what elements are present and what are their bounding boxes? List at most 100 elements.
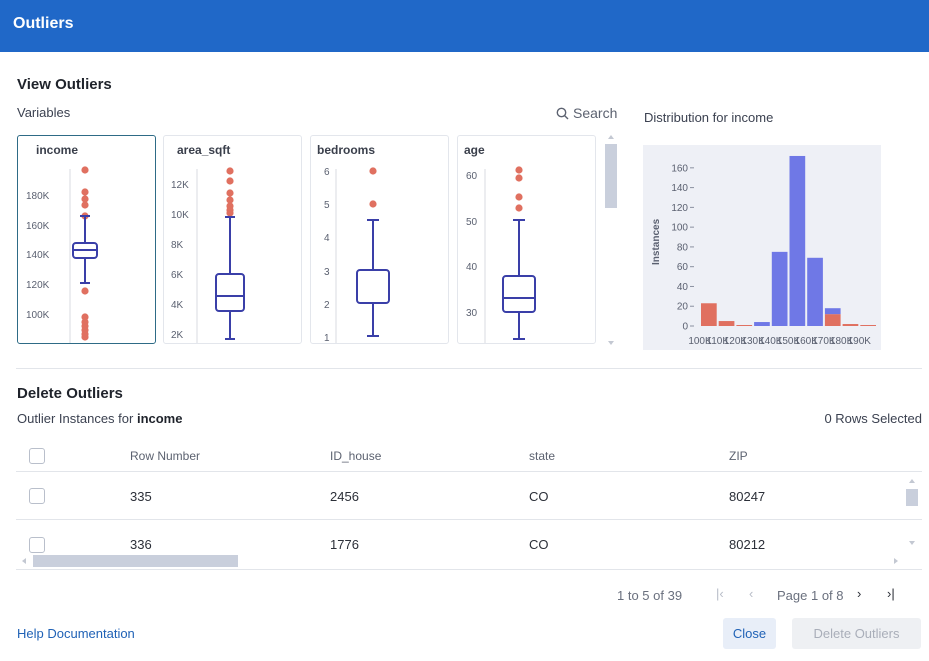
tick-label: 6K bbox=[171, 270, 184, 281]
cell-row-number: 335 bbox=[130, 489, 152, 504]
pagination-range: 1 to 5 of 39 bbox=[617, 588, 683, 603]
select-all-checkbox[interactable] bbox=[29, 448, 45, 464]
cell-id-house: 1776 bbox=[330, 537, 359, 552]
row-checkbox[interactable] bbox=[29, 488, 45, 504]
histogram-y-tick-label: 20 bbox=[677, 302, 689, 313]
box-and-whiskers bbox=[356, 219, 390, 337]
tick-label: 60 bbox=[466, 171, 478, 182]
cell-zip: 80247 bbox=[729, 489, 766, 504]
tick-label: 180K bbox=[26, 191, 50, 202]
help-documentation-link[interactable]: Help Documentation bbox=[17, 626, 135, 641]
histogram-bar bbox=[771, 251, 788, 326]
scroll-right-icon bbox=[894, 558, 898, 564]
age-boxplot: 60 50 40 30 bbox=[466, 166, 536, 343]
rows-selected-count: 0 Rows Selected bbox=[824, 411, 922, 426]
histogram-y-axis-label: Instances bbox=[651, 218, 662, 265]
histogram-y-tick-label: 100 bbox=[671, 223, 688, 234]
dialog-header: Outliers bbox=[0, 0, 929, 52]
histogram-x-tick-label: 170K bbox=[812, 336, 836, 347]
income-histogram: Instances 0 20 40 60 80 100 120 140 160 100K 110K… bbox=[643, 145, 881, 350]
column-header-id-house[interactable]: ID_house bbox=[330, 449, 382, 463]
tick-label: 1 bbox=[324, 333, 330, 344]
tick-label: 2 bbox=[324, 300, 330, 311]
cell-row-number: 336 bbox=[130, 537, 152, 552]
outlier-points bbox=[515, 166, 523, 212]
tick-label: 50 bbox=[466, 217, 478, 228]
header-divider bbox=[16, 471, 922, 472]
pagination-page: Page 1 of 8 bbox=[777, 588, 844, 603]
column-header-zip[interactable]: ZIP bbox=[729, 449, 748, 463]
cell-state: CO bbox=[529, 489, 549, 504]
variable-card-title: area_sqft bbox=[177, 143, 231, 157]
table-bottom-border bbox=[16, 569, 922, 570]
search-label: Search bbox=[573, 105, 618, 121]
tick-label: 100K bbox=[26, 310, 50, 321]
histogram-bar bbox=[718, 321, 735, 326]
tick-label: 2K bbox=[171, 330, 184, 341]
table-vertical-scrollbar[interactable] bbox=[905, 476, 919, 548]
dialog-title: Outliers bbox=[13, 15, 74, 32]
row-checkbox[interactable] bbox=[29, 537, 45, 553]
outlier-instances-variable: income bbox=[136, 411, 183, 426]
histogram-x-tick-label: 130K bbox=[741, 336, 765, 347]
histogram-y-tick-label: 80 bbox=[677, 242, 689, 253]
last-page-icon[interactable]: ›| bbox=[887, 586, 895, 601]
histogram-bar bbox=[789, 155, 806, 326]
histogram-y-ticks: 0 20 40 60 80 100 120 140 160 bbox=[671, 163, 694, 333]
scroll-left-icon bbox=[22, 558, 26, 564]
tick-label: 10K bbox=[171, 210, 189, 221]
tick-label: 6 bbox=[324, 167, 330, 178]
variable-card-area-sqft[interactable]: area_sqft 12K 10K 8K 6K 4K 2K bbox=[163, 135, 302, 344]
tick-label: 12K bbox=[171, 180, 189, 191]
cell-state: CO bbox=[529, 537, 549, 552]
tick-label: 30 bbox=[466, 308, 478, 319]
scrollbar-thumb bbox=[906, 489, 918, 506]
first-page-icon[interactable]: |‹ bbox=[716, 586, 724, 601]
histogram-y-tick-label: 40 bbox=[677, 282, 689, 293]
variable-card-age[interactable]: age 60 50 40 30 bbox=[457, 135, 596, 344]
histogram-bar bbox=[824, 308, 841, 315]
scroll-up-icon bbox=[608, 135, 614, 139]
tick-label: 4K bbox=[171, 300, 184, 311]
tick-label: 160K bbox=[26, 221, 50, 232]
search-button[interactable]: Search bbox=[556, 105, 617, 121]
previous-page-icon[interactable]: ‹ bbox=[749, 586, 754, 601]
outlier-points bbox=[226, 167, 234, 217]
delete-outliers-button[interactable]: Delete Outliers bbox=[792, 618, 921, 649]
table-horizontal-scrollbar[interactable] bbox=[16, 554, 906, 568]
histogram-x-tick-label: 160K bbox=[795, 336, 819, 347]
column-header-state[interactable]: state bbox=[529, 449, 556, 463]
area-sqft-boxplot: 12K 10K 8K 6K 4K 2K bbox=[171, 167, 245, 343]
view-outliers-title: View Outliers bbox=[17, 76, 112, 93]
next-page-icon[interactable]: › bbox=[857, 586, 862, 601]
variables-label: Variables bbox=[17, 105, 71, 120]
scrollbar-thumb bbox=[33, 555, 238, 567]
income-boxplot: 180K 160K 140K 120K 100K bbox=[26, 166, 98, 343]
variable-card-bedrooms[interactable]: bedrooms 6 5 4 3 2 1 bbox=[310, 135, 449, 344]
histogram-y-tick-label: 120 bbox=[671, 203, 688, 214]
bedrooms-boxplot: 6 5 4 3 2 1 bbox=[324, 167, 390, 344]
histogram-y-tick-label: 0 bbox=[682, 322, 688, 333]
tick-label: 3 bbox=[324, 267, 330, 278]
histogram-y-tick-label: 60 bbox=[677, 262, 689, 273]
tick-label: 4 bbox=[324, 233, 330, 244]
histogram-bar bbox=[807, 257, 823, 326]
histogram-bar bbox=[860, 325, 876, 326]
search-icon bbox=[556, 107, 569, 119]
variable-card-income[interactable]: income 180K 160K 140K 120K 100K bbox=[17, 135, 156, 344]
row-divider bbox=[16, 519, 922, 520]
histogram-bar bbox=[842, 324, 859, 326]
column-header-row-number[interactable]: Row Number bbox=[130, 449, 201, 463]
outliers-table: Row Number ID_house state ZIP 335 2456 C… bbox=[16, 440, 922, 570]
histogram-bar bbox=[736, 325, 753, 326]
close-button[interactable]: Close bbox=[723, 618, 776, 649]
tick-label: 120K bbox=[26, 280, 50, 291]
histogram-x-tick-label: 140K bbox=[759, 336, 783, 347]
variable-card-title: age bbox=[464, 143, 485, 157]
variables-scrollbar[interactable] bbox=[604, 135, 618, 345]
box-and-whiskers bbox=[215, 216, 245, 340]
scroll-up-icon bbox=[909, 479, 915, 483]
histogram-x-tick-label: 190K bbox=[848, 336, 872, 347]
histogram-y-tick-label: 160 bbox=[671, 163, 688, 174]
